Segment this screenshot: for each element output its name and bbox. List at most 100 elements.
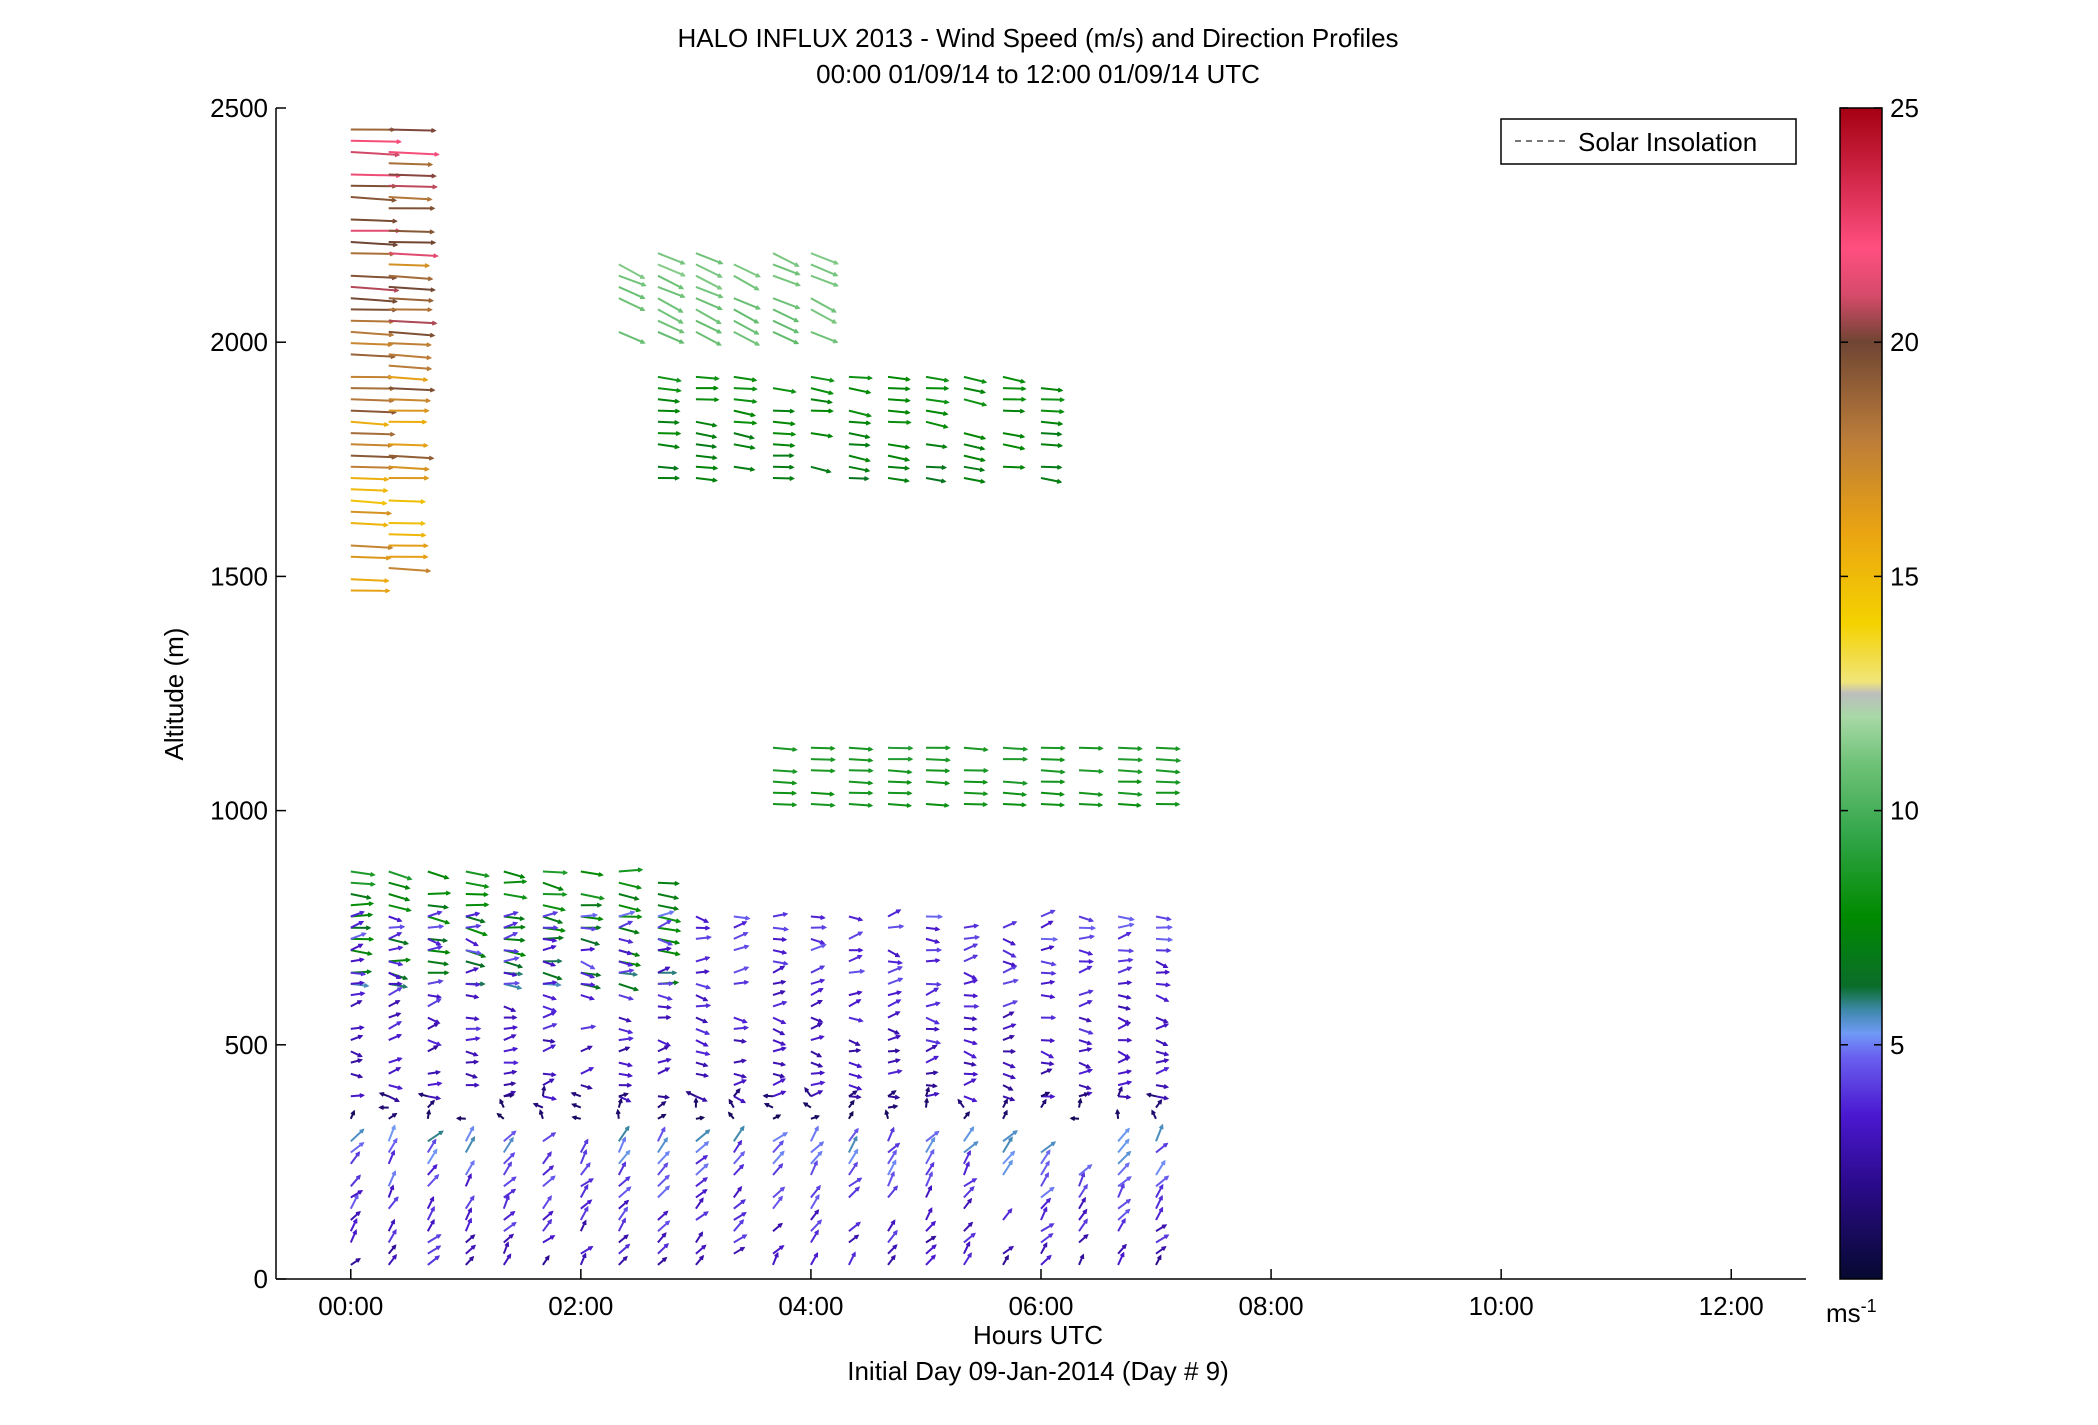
wind-arrow [388,173,436,178]
wind-arrow [542,915,563,924]
wind-arrow-head [509,1092,515,1098]
wind-arrow [618,1176,631,1188]
wind-arrow [465,870,489,878]
wind-arrow [388,353,431,359]
wind-arrow-head [628,968,635,974]
wind-arrow-head [548,1210,554,1216]
wind-arrow [465,926,487,936]
wind-arrow-head [743,1025,750,1031]
wind-arrow [1002,746,1027,751]
wind-arrow [657,1039,671,1047]
wind-arrow-head [396,139,402,145]
wind-arrow [387,1138,398,1154]
wind-arrow-head [936,947,943,953]
wind-arrow [810,803,835,807]
wind-arrow-head [817,1000,823,1005]
wind-arrow-head [429,1196,435,1202]
wind-arrow [1117,931,1131,940]
wind-arrow [388,522,425,525]
wind-arrow [1078,1164,1092,1176]
wind-arrow [733,409,755,417]
wind-arrow [887,999,901,1008]
wind-arrow-head [1059,397,1066,403]
wind-arrow [963,1050,976,1059]
wind-arrow-head [855,1221,862,1227]
colorbar-tick-label: 25 [1890,93,1919,123]
wind-arrow-head [1083,1183,1088,1190]
wind-arrow [617,1137,627,1153]
wind-arrow [542,1151,552,1165]
wind-arrow [887,1220,896,1232]
wind-arrow [733,465,754,471]
wind-arrow-head [521,894,528,900]
wind-arrow-head [622,1255,628,1261]
wind-arrow-head [1119,1251,1125,1258]
wind-arrow-head [361,932,367,937]
wind-arrow-head [499,1098,504,1104]
wind-arrow-head [397,945,404,951]
wind-arrow [695,970,709,974]
wind-arrow [1002,1151,1015,1165]
wind-arrow-head [944,768,951,774]
wind-arrow [810,769,835,772]
wind-arrow-head [596,902,603,908]
wind-arrow [1117,966,1132,974]
wind-arrow-head [1137,757,1144,763]
wind-arrow-head [717,285,723,290]
wind-arrow [1040,909,1055,918]
wind-arrow [1002,1035,1014,1042]
wind-arrow-head [1124,1127,1130,1133]
wind-arrow [1040,1150,1051,1165]
wind-arrow-head [551,1007,558,1013]
wind-arrow-head [511,1034,517,1039]
wind-arrow [963,398,986,407]
wind-arrow [657,1162,669,1176]
wind-arrow-head [674,940,681,945]
wind-arrow [503,971,517,977]
wind-arrow-head [893,1185,899,1191]
wind-arrow-head [474,911,481,917]
wind-arrow-head [970,1232,976,1238]
wind-arrow-head [473,1051,479,1057]
wind-arrow-head [685,1091,691,1096]
wind-arrow [925,1130,939,1143]
wind-arrow-head [699,1254,705,1261]
wind-arrow-head [852,1135,858,1142]
wind-arrow-head [727,1111,733,1117]
wind-arrow [388,904,411,912]
wind-arrow-head [511,1130,517,1136]
wind-arrow [733,398,757,403]
wind-arrow-head [423,543,429,549]
wind-arrow-head [1129,922,1135,928]
wind-arrow-head [904,444,911,450]
wind-arrow [388,252,438,257]
wind-arrow [618,1037,633,1042]
wind-arrow [542,1132,556,1143]
wind-arrow-head [627,962,634,967]
wind-arrow-head [599,895,606,901]
wind-arrow-head [1118,1085,1123,1092]
wind-arrow [1078,1000,1092,1008]
wind-arrow-head [979,467,986,473]
wind-arrow-head [1048,1232,1054,1238]
wind-arrow [618,926,639,934]
wind-arrow [388,499,425,503]
wind-arrow [695,252,723,265]
wind-arrow [657,1243,669,1255]
wind-arrow [350,1211,361,1221]
wind-arrow-head [833,282,839,287]
wind-arrow-head [830,745,836,751]
wind-arrow-head [639,306,646,312]
wind-arrow [427,937,441,946]
wind-arrow [427,1016,440,1024]
wind-arrow-head [625,1243,631,1249]
wind-arrow-head [819,939,826,945]
wind-arrow [657,387,681,392]
wind-arrow [848,1252,856,1266]
wind-arrow [350,1026,364,1030]
wind-arrow-head [819,1035,825,1040]
wind-arrow [1040,477,1061,483]
wind-arrow-head [390,1218,395,1225]
wind-arrow [1040,1068,1052,1075]
wind-arrow [1117,994,1131,999]
